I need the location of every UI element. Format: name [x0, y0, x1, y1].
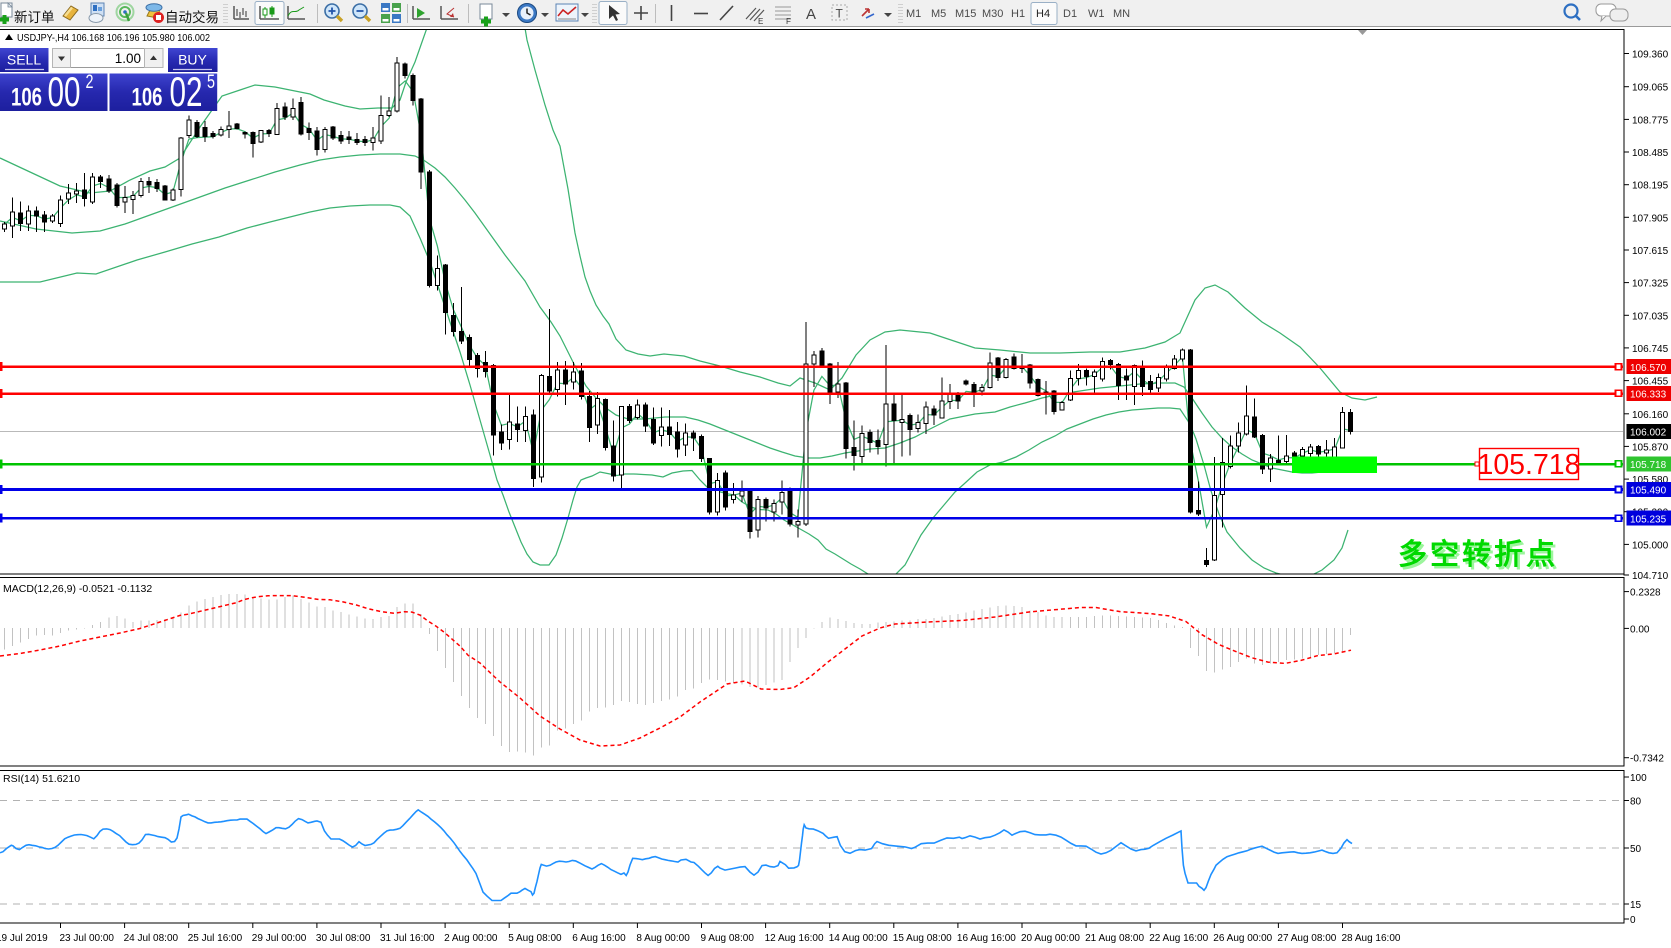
svg-text:105.870: 105.870 — [1632, 442, 1669, 453]
svg-text:0: 0 — [1630, 915, 1636, 926]
svg-text:106.745: 106.745 — [1632, 344, 1669, 355]
svg-text:100: 100 — [1630, 773, 1647, 784]
svg-text:106.160: 106.160 — [1632, 410, 1669, 421]
svg-text:105.718: 105.718 — [1630, 460, 1667, 471]
svg-text:1.00: 1.00 — [115, 51, 141, 66]
svg-text:109.360: 109.360 — [1632, 50, 1669, 61]
svg-text:00: 00 — [48, 68, 81, 115]
svg-text:23 Jul 00:00: 23 Jul 00:00 — [60, 933, 115, 944]
svg-text:105.580: 105.580 — [1632, 475, 1669, 486]
svg-text:28 Aug 16:00: 28 Aug 16:00 — [1342, 933, 1401, 944]
svg-text:107.325: 107.325 — [1632, 279, 1669, 290]
svg-text:5 Aug 08:00: 5 Aug 08:00 — [508, 933, 562, 944]
svg-text:20 Aug 00:00: 20 Aug 00:00 — [1021, 933, 1080, 944]
svg-text:107.905: 107.905 — [1632, 213, 1669, 224]
svg-text:USDJPY-,H4 106.168 106.196 10: USDJPY-,H4 106.168 106.196 105.980 106.0… — [17, 32, 210, 44]
svg-text:22 Aug 16:00: 22 Aug 16:00 — [1149, 933, 1208, 944]
svg-text:02: 02 — [170, 68, 203, 115]
svg-text:RSI(14) 51.6210: RSI(14) 51.6210 — [3, 773, 80, 785]
svg-text:0.00: 0.00 — [1630, 624, 1650, 635]
svg-text:21 Aug 08:00: 21 Aug 08:00 — [1085, 933, 1144, 944]
svg-text:9 Aug 08:00: 9 Aug 08:00 — [701, 933, 755, 944]
svg-text:50: 50 — [1630, 844, 1642, 855]
svg-text:8 Aug 00:00: 8 Aug 00:00 — [636, 933, 690, 944]
svg-text:15: 15 — [1630, 900, 1642, 911]
svg-text:SELL: SELL — [7, 52, 41, 68]
svg-text:2: 2 — [86, 72, 94, 93]
svg-text:106.570: 106.570 — [1630, 363, 1667, 374]
svg-text:31 Jul 16:00: 31 Jul 16:00 — [380, 933, 435, 944]
svg-text:107.615: 107.615 — [1632, 246, 1669, 257]
svg-text:106: 106 — [11, 84, 42, 112]
svg-text:106.455: 106.455 — [1632, 377, 1669, 388]
svg-text:106.333: 106.333 — [1630, 390, 1667, 401]
svg-text:26 Aug 00:00: 26 Aug 00:00 — [1213, 933, 1272, 944]
svg-text:105.235: 105.235 — [1630, 514, 1667, 525]
svg-text:108.195: 108.195 — [1632, 181, 1669, 192]
svg-text:106: 106 — [132, 84, 163, 112]
svg-text:-0.7342: -0.7342 — [1630, 754, 1664, 765]
svg-text:12 Aug 16:00: 12 Aug 16:00 — [765, 933, 824, 944]
svg-text:25 Jul 16:00: 25 Jul 16:00 — [188, 933, 243, 944]
svg-text:105.000: 105.000 — [1632, 540, 1669, 551]
svg-text:5: 5 — [207, 72, 215, 93]
svg-text:15 Aug 08:00: 15 Aug 08:00 — [893, 933, 952, 944]
svg-text:T: T — [836, 7, 844, 21]
svg-text:27 Aug 08:00: 27 Aug 08:00 — [1277, 933, 1336, 944]
svg-text:80: 80 — [1630, 797, 1642, 808]
svg-text:BUY: BUY — [178, 52, 207, 68]
svg-text:6 Aug 16:00: 6 Aug 16:00 — [572, 933, 626, 944]
svg-text:24 Jul 08:00: 24 Jul 08:00 — [124, 933, 179, 944]
svg-text:19 Jul 2019: 19 Jul 2019 — [0, 933, 48, 944]
svg-text:105.490: 105.490 — [1630, 486, 1667, 497]
svg-text:107.035: 107.035 — [1632, 311, 1669, 322]
svg-text:E: E — [758, 17, 763, 26]
svg-text:108.485: 108.485 — [1632, 148, 1669, 159]
svg-text:29 Jul 00:00: 29 Jul 00:00 — [252, 933, 307, 944]
svg-text:105.718: 105.718 — [1477, 449, 1580, 481]
svg-text:106.002: 106.002 — [1630, 428, 1667, 439]
svg-text:多空转折点: 多空转折点 — [1398, 537, 1558, 571]
svg-text:2 Aug 00:00: 2 Aug 00:00 — [444, 933, 498, 944]
svg-text:MACD(12,26,9) -0.0521 -0.1132: MACD(12,26,9) -0.0521 -0.1132 — [3, 583, 152, 595]
svg-text:0.2328: 0.2328 — [1630, 588, 1661, 599]
svg-text:109.065: 109.065 — [1632, 83, 1669, 94]
svg-text:A: A — [806, 6, 816, 23]
svg-text:108.775: 108.775 — [1632, 115, 1669, 126]
svg-text:30 Jul 08:00: 30 Jul 08:00 — [316, 933, 371, 944]
svg-text:104.710: 104.710 — [1632, 571, 1669, 582]
svg-text:14 Aug 00:00: 14 Aug 00:00 — [829, 933, 888, 944]
svg-text:16 Aug 16:00: 16 Aug 16:00 — [957, 933, 1016, 944]
svg-text:F: F — [786, 17, 791, 26]
